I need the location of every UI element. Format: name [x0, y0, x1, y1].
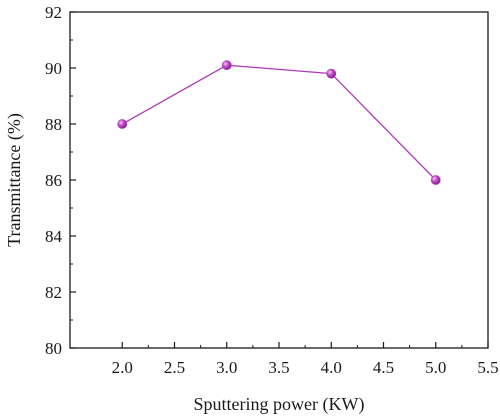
plot-frame [69, 11, 489, 349]
data-point [430, 175, 441, 185]
y-tick-label: 88 [45, 115, 62, 134]
data-point [117, 119, 128, 129]
y-tick-label: 90 [45, 59, 62, 78]
series-layer [117, 60, 441, 185]
x-tick-label: 2.5 [164, 358, 185, 377]
x-tick-label: 2.0 [112, 358, 133, 377]
y-tick-label: 82 [45, 283, 62, 302]
data-point [326, 68, 337, 79]
x-tick-label: 4.5 [373, 358, 394, 377]
y-axis-title: Transmittance (%) [4, 113, 25, 247]
x-axis-title: Sputtering power (KW) [194, 394, 365, 415]
y-tick-label: 86 [45, 171, 62, 190]
x-tick-label: 5.5 [477, 358, 498, 377]
data-point [221, 60, 232, 71]
y-tick-label: 92 [45, 3, 62, 22]
y-axis: 80 82 84 86 88 90 92 [45, 3, 76, 358]
x-tick-label: 3.5 [268, 358, 289, 377]
x-tick-label: 4.0 [321, 358, 342, 377]
x-tick-label: 5.0 [425, 358, 446, 377]
y-tick-label: 80 [45, 339, 62, 358]
x-tick-label: 3.0 [216, 358, 237, 377]
y-tick-label: 84 [45, 227, 63, 246]
series-line [121, 64, 437, 181]
x-axis: 2.0 2.5 3.0 3.5 4.0 4.5 5.0 5.5 [112, 342, 499, 377]
